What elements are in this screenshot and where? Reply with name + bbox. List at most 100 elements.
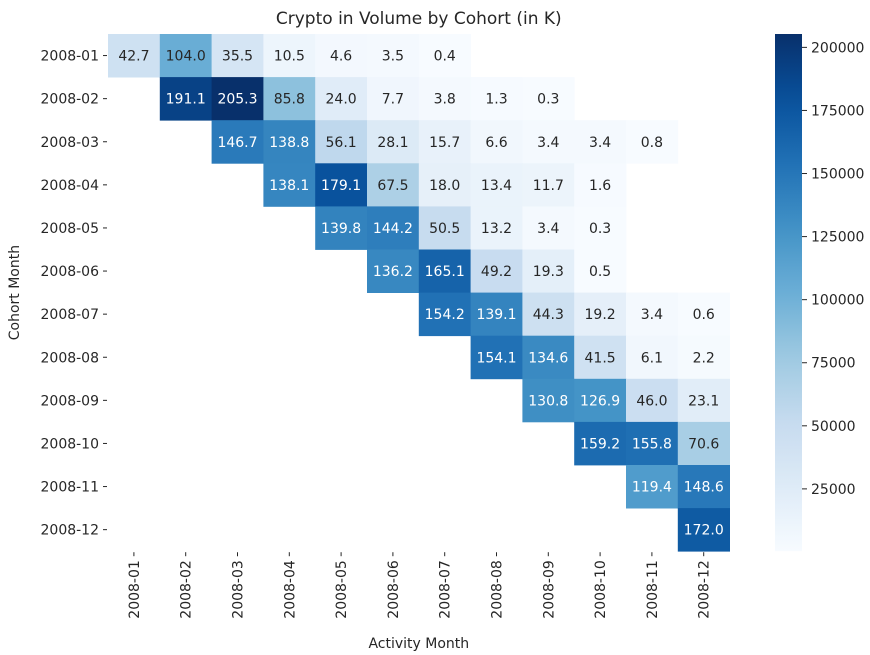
- heatmap-cell: [677, 421, 730, 466]
- colorbar-tick-label: 175000: [811, 103, 864, 119]
- heatmap-cell: [574, 206, 627, 250]
- cell-value-label: 15.7: [429, 135, 460, 151]
- cell-value-label: 24.0: [326, 92, 357, 108]
- x-tick-label: 2008-09: [541, 560, 557, 619]
- x-axis-title: Activity Month: [368, 636, 469, 652]
- cell-value-label: 148.6: [684, 480, 724, 496]
- heatmap-cell: [263, 34, 316, 78]
- y-tick-label: 2008-08: [41, 350, 100, 366]
- heatmap-cell: [418, 249, 471, 293]
- colorbar-tick-label: 25000: [811, 482, 856, 498]
- heatmap-cell: [522, 292, 575, 337]
- y-tick-label: 2008-07: [41, 307, 100, 323]
- cell-value-label: 159.2: [580, 436, 620, 452]
- cell-value-label: 49.2: [481, 264, 512, 280]
- cell-value-label: 10.5: [274, 49, 305, 65]
- cell-value-label: 3.8: [434, 92, 456, 108]
- colorbar-tick-label: 75000: [811, 356, 856, 372]
- colorbar-tick-label: 125000: [811, 230, 864, 246]
- y-tick-label: 2008-11: [41, 480, 100, 496]
- heatmap-cell: [315, 163, 368, 207]
- x-tick-label: 2008-11: [645, 560, 661, 619]
- colorbar: [775, 34, 802, 552]
- colorbar-tick-label: 200000: [811, 40, 864, 56]
- heatmap-cell: [574, 249, 627, 293]
- colorbar-tick-label: 100000: [811, 293, 864, 309]
- heatmap-cell: [315, 77, 368, 121]
- x-tick-label: 2008-01: [127, 560, 143, 619]
- cell-value-label: 6.6: [485, 135, 507, 151]
- heatmap-cell: [470, 249, 523, 293]
- heatmap-cell: [626, 335, 679, 380]
- cell-value-label: 191.1: [166, 92, 206, 108]
- heatmap-cell: [677, 335, 730, 380]
- heatmap-cell: [418, 163, 471, 207]
- y-tick-label: 2008-02: [41, 92, 100, 108]
- cell-value-label: 42.7: [118, 49, 149, 65]
- heatmap-cell: [574, 378, 627, 423]
- heatmap-cell: [108, 34, 161, 78]
- x-tick-label: 2008-03: [231, 560, 247, 619]
- cell-value-label: 138.1: [269, 178, 309, 194]
- heatmap-cell: [522, 163, 575, 207]
- cell-value-label: 3.4: [641, 307, 663, 323]
- heatmap-cell: [677, 465, 730, 509]
- heatmap-cell: [677, 508, 730, 552]
- heatmap-cell: [367, 77, 420, 121]
- heatmap-cell: [159, 77, 212, 121]
- heatmap-cell: [470, 292, 523, 337]
- colorbar-tick-label: 50000: [811, 419, 856, 435]
- heatmap-cell: [418, 77, 471, 121]
- cell-value-label: 46.0: [636, 393, 667, 409]
- cell-value-label: 0.6: [693, 307, 715, 323]
- heatmap-cell: [418, 292, 471, 337]
- heatmap-cell: [367, 163, 420, 207]
- cell-value-label: 13.2: [481, 221, 512, 237]
- heatmap-cell: [263, 120, 316, 164]
- heatmap-cell: [574, 120, 627, 164]
- cell-value-label: 0.4: [434, 49, 456, 65]
- cell-value-label: 19.2: [585, 307, 616, 323]
- cell-value-label: 139.8: [321, 221, 361, 237]
- y-axis-title: Cohort Month: [7, 245, 23, 340]
- heatmap-cell: [470, 120, 523, 164]
- x-tick-label: 2008-06: [386, 560, 402, 619]
- y-tick-label: 2008-01: [41, 49, 100, 65]
- chart-title: Crypto in Volume by Cohort (in K): [276, 9, 562, 29]
- x-tick-label: 2008-07: [438, 560, 454, 619]
- heatmap-cell: [367, 249, 420, 293]
- heatmap-cell: [677, 292, 730, 337]
- cell-value-label: 155.8: [632, 436, 672, 452]
- x-tick-label: 2008-12: [697, 560, 713, 619]
- cell-value-label: 139.1: [476, 307, 516, 323]
- cell-value-label: 44.3: [533, 307, 564, 323]
- cell-value-label: 179.1: [321, 178, 361, 194]
- heatmap-cell: [211, 120, 264, 164]
- heatmap-cell: [159, 34, 212, 78]
- heatmap-cell: [367, 34, 420, 78]
- heatmap-cell: [418, 120, 471, 164]
- y-tick-label: 2008-12: [41, 523, 100, 539]
- cell-value-label: 0.3: [537, 92, 559, 108]
- cell-value-label: 1.3: [485, 92, 507, 108]
- y-tick-label: 2008-09: [41, 393, 100, 409]
- cell-value-label: 35.5: [222, 49, 253, 65]
- cell-value-label: 2.2: [693, 350, 715, 366]
- cell-value-label: 172.0: [684, 523, 724, 539]
- cell-value-label: 205.3: [217, 92, 257, 108]
- heatmap-cell: [367, 120, 420, 164]
- cell-value-label: 28.1: [377, 135, 408, 151]
- cell-value-label: 3.4: [537, 135, 559, 151]
- x-tick-label: 2008-08: [490, 560, 506, 619]
- heatmap-cell: [470, 206, 523, 250]
- cell-value-label: 67.5: [377, 178, 408, 194]
- heatmap-cell: [626, 421, 679, 466]
- cell-value-label: 119.4: [632, 480, 672, 496]
- cell-value-label: 23.1: [688, 393, 719, 409]
- heatmap-cell: [470, 163, 523, 207]
- heatmap-cell: [263, 163, 316, 207]
- heatmap-cell: [522, 335, 575, 380]
- cell-value-label: 126.9: [580, 393, 620, 409]
- y-tick-label: 2008-03: [41, 135, 100, 151]
- cell-value-label: 19.3: [533, 264, 564, 280]
